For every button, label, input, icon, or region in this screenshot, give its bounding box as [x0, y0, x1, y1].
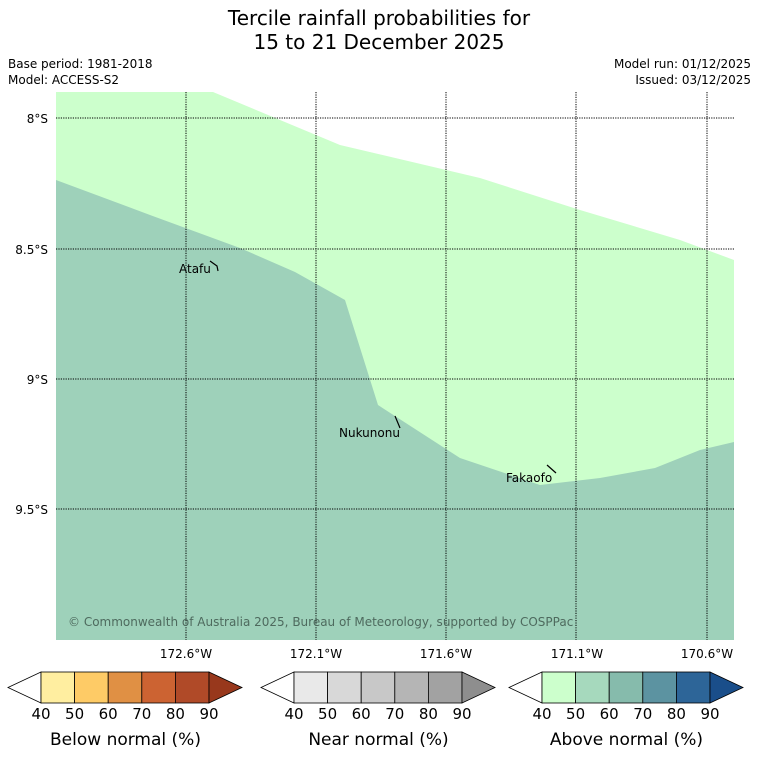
lat-label: 9.5°S	[15, 503, 48, 517]
legend-above-normal-lower-extend	[508, 671, 543, 704]
legend-above-normal-tick-label: 70	[633, 705, 653, 723]
legend-below-normal-swatch	[141, 671, 176, 704]
legend-near-normal-swatch	[427, 671, 463, 704]
lat-label: 8°S	[27, 112, 48, 126]
legend-below-normal-swatch	[174, 671, 210, 704]
legend-below-normal-lower-extend	[7, 671, 42, 704]
gridlines	[56, 92, 734, 640]
legend-near-normal-upper-extend	[461, 671, 496, 704]
issued-date: Issued: 03/12/2025	[635, 73, 751, 87]
legend-near-normal-tick-label: 40	[284, 705, 304, 723]
copyright-notice: © Commonwealth of Australia 2025, Bureau…	[68, 615, 573, 629]
legend-above-normal-swatch	[541, 671, 576, 704]
legend-label-near-normal: Near normal (%)	[308, 730, 449, 750]
place-label-fakaofo: Fakaofo	[506, 471, 552, 485]
legend-near-normal-tick-label: 90	[452, 705, 472, 723]
legend-below-normal-tick-label: 40	[31, 705, 51, 723]
legend-near-normal-lower-extend	[260, 671, 295, 704]
legend-near-normal-tick-label: 60	[351, 705, 371, 723]
lon-label: 171.6°W	[420, 647, 472, 661]
legend-below-normal-swatch	[107, 671, 143, 704]
legend-above-normal-swatch	[642, 671, 677, 704]
model-name: Model: ACCESS-S2	[8, 73, 120, 87]
place-label-atafu: Atafu	[179, 262, 211, 276]
legend-near-normal-swatch	[360, 671, 396, 704]
fakaofo-atoll-outline	[546, 464, 557, 474]
title-line-1: Tercile rainfall probabilities for	[227, 6, 531, 30]
lon-label: 172.1°W	[290, 647, 342, 661]
region-above-normal-60-70	[56, 180, 734, 640]
lon-label: 172.6°W	[160, 647, 212, 661]
legend-below-normal-tick-label: 70	[132, 705, 152, 723]
legend-below-normal-tick-label: 50	[65, 705, 85, 723]
atafu-atoll-outline	[209, 260, 219, 272]
lat-label: 9°S	[27, 373, 48, 387]
legend-near-normal-tick-label: 80	[418, 705, 438, 723]
legend-label-above-normal: Above normal (%)	[549, 730, 704, 750]
legend-above-normal-tick-label: 90	[700, 705, 720, 723]
legend-near-normal-tick-label: 50	[318, 705, 338, 723]
legend-below-normal-swatch	[40, 671, 75, 704]
model-run: Model run: 01/12/2025	[613, 57, 751, 71]
legend-above-normal-tick-label: 40	[532, 705, 552, 723]
place-label-nukunonu: Nukunonu	[339, 426, 400, 440]
title-line-2: 15 to 21 December 2025	[253, 30, 505, 54]
legend-below-normal-swatch	[74, 671, 109, 704]
nukunonu-atoll-outline	[394, 415, 401, 429]
lon-label: 170.6°W	[681, 647, 733, 661]
legend-above-normal-tick-label: 50	[566, 705, 586, 723]
legend-near-normal-swatch	[394, 671, 429, 704]
legend-near-normal-swatch	[293, 671, 328, 704]
legend-above-normal-upper-extend	[709, 671, 744, 704]
legend-below-normal-tick-label: 60	[98, 705, 118, 723]
legend-label-below-normal: Below normal (%)	[50, 730, 201, 750]
lat-label: 8.5°S	[15, 243, 48, 257]
legend-above-normal-tick-label: 80	[666, 705, 686, 723]
lon-label: 171.1°W	[551, 647, 603, 661]
legend-near-normal-swatch	[327, 671, 362, 704]
legend-below-normal-tick-label: 90	[199, 705, 219, 723]
legends	[7, 671, 744, 704]
legend-below-normal-tick-label: 80	[165, 705, 185, 723]
legend-above-normal-swatch	[575, 671, 610, 704]
legend-near-normal-tick-label: 70	[385, 705, 405, 723]
legend-above-normal-tick-label: 60	[599, 705, 619, 723]
legend-above-normal-swatch	[676, 671, 711, 704]
base-period: Base period: 1981-2018	[8, 57, 153, 71]
legend-above-normal-swatch	[608, 671, 644, 704]
legend-below-normal-upper-extend	[208, 671, 243, 704]
